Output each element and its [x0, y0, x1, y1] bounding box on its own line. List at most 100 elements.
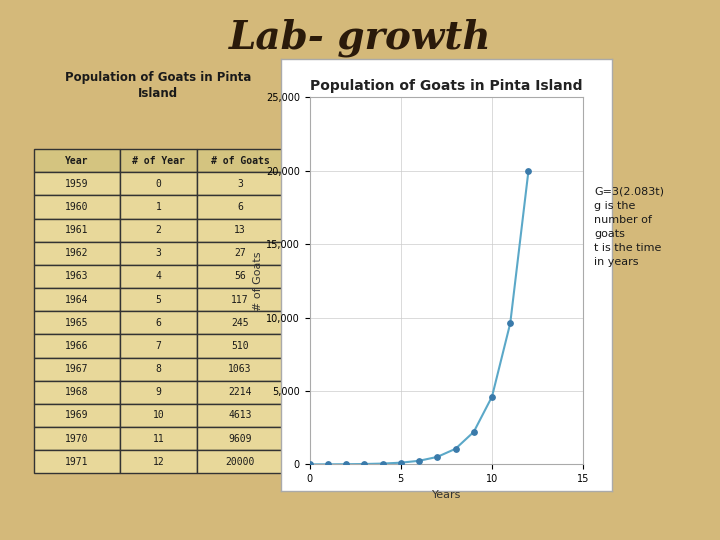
- Bar: [120, 265, 197, 288]
- Bar: [34, 404, 120, 427]
- Text: 13: 13: [234, 225, 246, 235]
- Bar: [120, 381, 197, 404]
- Bar: [34, 265, 120, 288]
- Text: 12: 12: [153, 457, 164, 467]
- Text: 9609: 9609: [228, 434, 252, 444]
- Text: 1961: 1961: [65, 225, 89, 235]
- Bar: [34, 242, 120, 265]
- Text: # of Goats: # of Goats: [211, 156, 269, 166]
- Bar: [120, 404, 197, 427]
- Text: 1959: 1959: [65, 179, 89, 189]
- Bar: [34, 357, 120, 381]
- Bar: [197, 311, 283, 334]
- Text: 7: 7: [156, 341, 161, 351]
- Point: [322, 460, 333, 469]
- Text: 0: 0: [156, 179, 161, 189]
- Text: 2214: 2214: [228, 387, 252, 397]
- Bar: [120, 219, 197, 242]
- Bar: [120, 334, 197, 357]
- Text: 1967: 1967: [65, 364, 89, 374]
- Bar: [120, 427, 197, 450]
- Bar: [197, 149, 283, 172]
- Bar: [197, 219, 283, 242]
- Bar: [120, 149, 197, 172]
- Bar: [120, 450, 197, 474]
- Point: [450, 444, 462, 453]
- Text: 6: 6: [237, 202, 243, 212]
- Y-axis label: # of Goats: # of Goats: [253, 251, 263, 310]
- Text: 245: 245: [231, 318, 249, 328]
- Text: 3: 3: [156, 248, 161, 258]
- Text: 117: 117: [231, 295, 249, 305]
- Bar: [34, 149, 120, 172]
- Text: 56: 56: [234, 272, 246, 281]
- Bar: [197, 357, 283, 381]
- Text: 1960: 1960: [65, 202, 89, 212]
- Text: 8: 8: [156, 364, 161, 374]
- Bar: [120, 311, 197, 334]
- Bar: [34, 334, 120, 357]
- Bar: [197, 195, 283, 219]
- Bar: [120, 195, 197, 219]
- Text: 1965: 1965: [65, 318, 89, 328]
- Bar: [120, 172, 197, 195]
- Point: [505, 319, 516, 328]
- Bar: [34, 311, 120, 334]
- Bar: [197, 242, 283, 265]
- Bar: [197, 450, 283, 474]
- X-axis label: Years: Years: [432, 490, 461, 500]
- Point: [341, 460, 352, 469]
- Bar: [120, 288, 197, 311]
- Bar: [197, 427, 283, 450]
- Text: 2: 2: [156, 225, 161, 235]
- Text: 6: 6: [156, 318, 161, 328]
- Text: 1: 1: [156, 202, 161, 212]
- Text: 11: 11: [153, 434, 164, 444]
- Text: 1964: 1964: [65, 295, 89, 305]
- Bar: [34, 450, 120, 474]
- Bar: [34, 427, 120, 450]
- Text: 27: 27: [234, 248, 246, 258]
- Text: 510: 510: [231, 341, 249, 351]
- Text: # of Year: # of Year: [132, 156, 185, 166]
- Bar: [197, 381, 283, 404]
- Text: 1970: 1970: [65, 434, 89, 444]
- Text: 5: 5: [156, 295, 161, 305]
- Bar: [34, 288, 120, 311]
- Text: 1969: 1969: [65, 410, 89, 421]
- Point: [377, 459, 388, 468]
- Point: [468, 428, 480, 436]
- Point: [486, 393, 498, 401]
- Text: 10: 10: [153, 410, 164, 421]
- Text: Lab- growth: Lab- growth: [229, 18, 491, 57]
- Text: 1963: 1963: [65, 272, 89, 281]
- Bar: [120, 357, 197, 381]
- Bar: [197, 404, 283, 427]
- Text: Year: Year: [65, 156, 89, 166]
- Point: [304, 460, 315, 469]
- Bar: [120, 242, 197, 265]
- Bar: [34, 195, 120, 219]
- Text: 1063: 1063: [228, 364, 252, 374]
- Bar: [197, 288, 283, 311]
- Point: [523, 166, 534, 175]
- Point: [395, 458, 407, 467]
- Bar: [197, 265, 283, 288]
- Text: 1966: 1966: [65, 341, 89, 351]
- Text: 4613: 4613: [228, 410, 252, 421]
- Bar: [34, 381, 120, 404]
- Text: 1968: 1968: [65, 387, 89, 397]
- Bar: [197, 172, 283, 195]
- Title: Population of Goats in Pinta Island: Population of Goats in Pinta Island: [310, 79, 582, 93]
- Bar: [34, 219, 120, 242]
- Bar: [197, 334, 283, 357]
- Text: 3: 3: [237, 179, 243, 189]
- Text: Population of Goats in Pinta
Island: Population of Goats in Pinta Island: [66, 71, 251, 100]
- Text: 4: 4: [156, 272, 161, 281]
- Text: 1971: 1971: [65, 457, 89, 467]
- Bar: [34, 172, 120, 195]
- Point: [359, 460, 370, 468]
- Text: 9: 9: [156, 387, 161, 397]
- Text: 20000: 20000: [225, 457, 255, 467]
- Text: G=3(2.083t)
g is the
number of
goats
t is the time
in years: G=3(2.083t) g is the number of goats t i…: [594, 187, 664, 267]
